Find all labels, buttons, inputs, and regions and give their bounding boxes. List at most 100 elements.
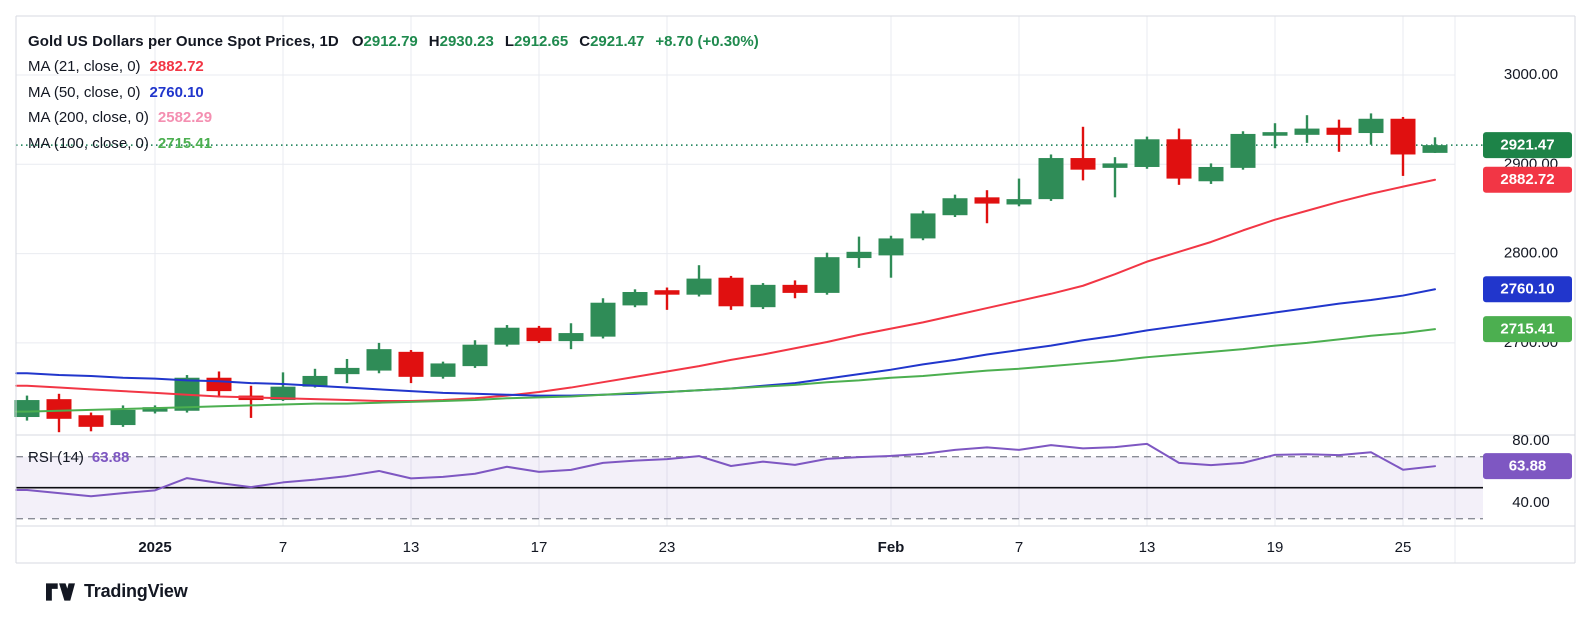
candle-down[interactable] <box>718 275 744 310</box>
rsi-tick-label[interactable]: 80.00 <box>1512 432 1550 449</box>
candle-up[interactable] <box>1102 157 1128 198</box>
candle-body <box>462 344 488 367</box>
ma100-legend-item[interactable]: MA (100, close, 0) 2715.41 <box>28 131 759 156</box>
candle-up[interactable] <box>1006 178 1032 207</box>
time-tick-label[interactable]: 2025 <box>138 539 171 556</box>
rsi-legend-label: RSI (14) <box>28 449 84 466</box>
candle-body <box>782 284 808 293</box>
candle-up[interactable] <box>750 283 776 309</box>
candle-up[interactable] <box>366 342 392 374</box>
candle-down[interactable] <box>206 371 232 397</box>
candle-down[interactable] <box>46 393 72 433</box>
close-price-badge <box>1483 132 1572 159</box>
ohlc-close-label: C <box>579 33 591 50</box>
candle-up[interactable] <box>334 358 360 384</box>
ma21-legend-item[interactable]: MA (21, close, 0) 2882.72 <box>28 54 759 79</box>
candle-body <box>46 399 72 419</box>
candle-up[interactable] <box>686 265 712 297</box>
candle-down[interactable] <box>398 350 424 384</box>
candle-up[interactable] <box>142 405 168 414</box>
candle-up[interactable] <box>1134 136 1160 169</box>
candle-down[interactable] <box>1070 126 1096 181</box>
candle-up[interactable] <box>1198 163 1224 184</box>
candle-up[interactable] <box>814 252 840 295</box>
candle-down[interactable] <box>526 325 552 343</box>
candle-body <box>1230 133 1256 168</box>
candle-up[interactable] <box>1358 113 1384 145</box>
candle-down[interactable] <box>78 412 104 432</box>
ohlc-open-label: O <box>351 33 364 50</box>
candle-down[interactable] <box>782 280 808 299</box>
candle-body <box>1038 158 1064 200</box>
ohlc-high: H2930.23 <box>429 33 494 50</box>
candle-up[interactable] <box>1422 137 1448 154</box>
candle-up[interactable] <box>878 235 904 278</box>
candle-body <box>1166 139 1192 179</box>
candle-up[interactable] <box>430 361 456 379</box>
candle-body <box>1134 139 1160 167</box>
candle-up[interactable] <box>1294 115 1320 143</box>
ma200-legend-item[interactable]: MA (200, close, 0) 2582.29 <box>28 105 759 130</box>
candle-down[interactable] <box>1390 116 1416 176</box>
price-tick-label[interactable]: 2800.00 <box>1504 245 1558 262</box>
time-tick-label[interactable]: 23 <box>659 539 676 556</box>
candle-up[interactable] <box>14 395 40 421</box>
time-tick-label[interactable]: 7 <box>279 539 287 556</box>
candle-up[interactable] <box>1262 123 1288 149</box>
time-tick-label[interactable]: 13 <box>1139 539 1156 556</box>
candle-up[interactable] <box>494 325 520 347</box>
candle-body <box>302 375 328 387</box>
rsi-value-badge <box>1483 453 1572 480</box>
candle-up[interactable] <box>846 236 872 268</box>
rsi-legend-item[interactable]: RSI (14) 63.88 <box>28 449 129 466</box>
time-tick-label[interactable]: 13 <box>403 539 420 556</box>
candle-up[interactable] <box>302 368 328 388</box>
candle-up[interactable] <box>270 372 296 401</box>
candle-body <box>974 197 1000 204</box>
chart-legend: Gold US Dollars per Ounce Spot Prices, 1… <box>28 29 759 156</box>
price-tick-label[interactable]: 3000.00 <box>1504 66 1558 83</box>
candle-body <box>1358 118 1384 134</box>
ohlc-close: C2921.47 <box>579 33 644 50</box>
ohlc-open: O2912.79 <box>352 33 418 50</box>
rsi-line <box>15 442 1436 498</box>
ma21-price-badge <box>1483 166 1572 193</box>
candle-body <box>590 302 616 337</box>
candle-body <box>1006 199 1032 205</box>
ma50-legend-item[interactable]: MA (50, close, 0) 2760.10 <box>28 80 759 105</box>
symbol-title: Gold US Dollars per Ounce Spot Prices, 1… <box>28 33 339 50</box>
candle-up[interactable] <box>590 298 616 339</box>
candle-up[interactable] <box>910 210 936 241</box>
candle-down[interactable] <box>1166 128 1192 185</box>
candle-body <box>846 251 872 259</box>
time-tick-label[interactable]: Feb <box>878 539 905 556</box>
ma100-price-badge <box>1483 316 1572 343</box>
candle-up[interactable] <box>622 289 648 308</box>
ma21-legend-label: MA (21, close, 0) <box>28 58 141 76</box>
candle-down[interactable] <box>654 287 680 310</box>
candle-up[interactable] <box>462 340 488 368</box>
candle-down[interactable] <box>1326 119 1352 152</box>
symbol-ohlc-row: Gold US Dollars per Ounce Spot Prices, 1… <box>28 29 759 54</box>
candle-down[interactable] <box>238 385 264 418</box>
candle-body <box>910 213 936 239</box>
candle-body <box>14 400 40 418</box>
candle-up[interactable] <box>1230 131 1256 170</box>
candle-up[interactable] <box>1038 154 1064 201</box>
candle-body <box>270 386 296 401</box>
candle-up[interactable] <box>558 323 584 350</box>
ohlc-open-value: 2912.79 <box>363 33 418 50</box>
candle-body <box>78 415 104 427</box>
candle-body <box>622 291 648 306</box>
candle-down[interactable] <box>974 190 1000 224</box>
rsi-tick-label[interactable]: 40.00 <box>1512 494 1550 511</box>
ohlc-high-value: 2930.23 <box>439 33 494 50</box>
time-tick-label[interactable]: 25 <box>1395 539 1412 556</box>
time-tick-label[interactable]: 19 <box>1267 539 1284 556</box>
time-tick-label[interactable]: 7 <box>1015 539 1023 556</box>
candle-up[interactable] <box>942 194 968 217</box>
ma-legend-value: 2882.72 <box>149 58 204 76</box>
tradingview-attribution[interactable]: TradingView <box>46 581 188 602</box>
time-tick-label[interactable]: 17 <box>531 539 548 556</box>
